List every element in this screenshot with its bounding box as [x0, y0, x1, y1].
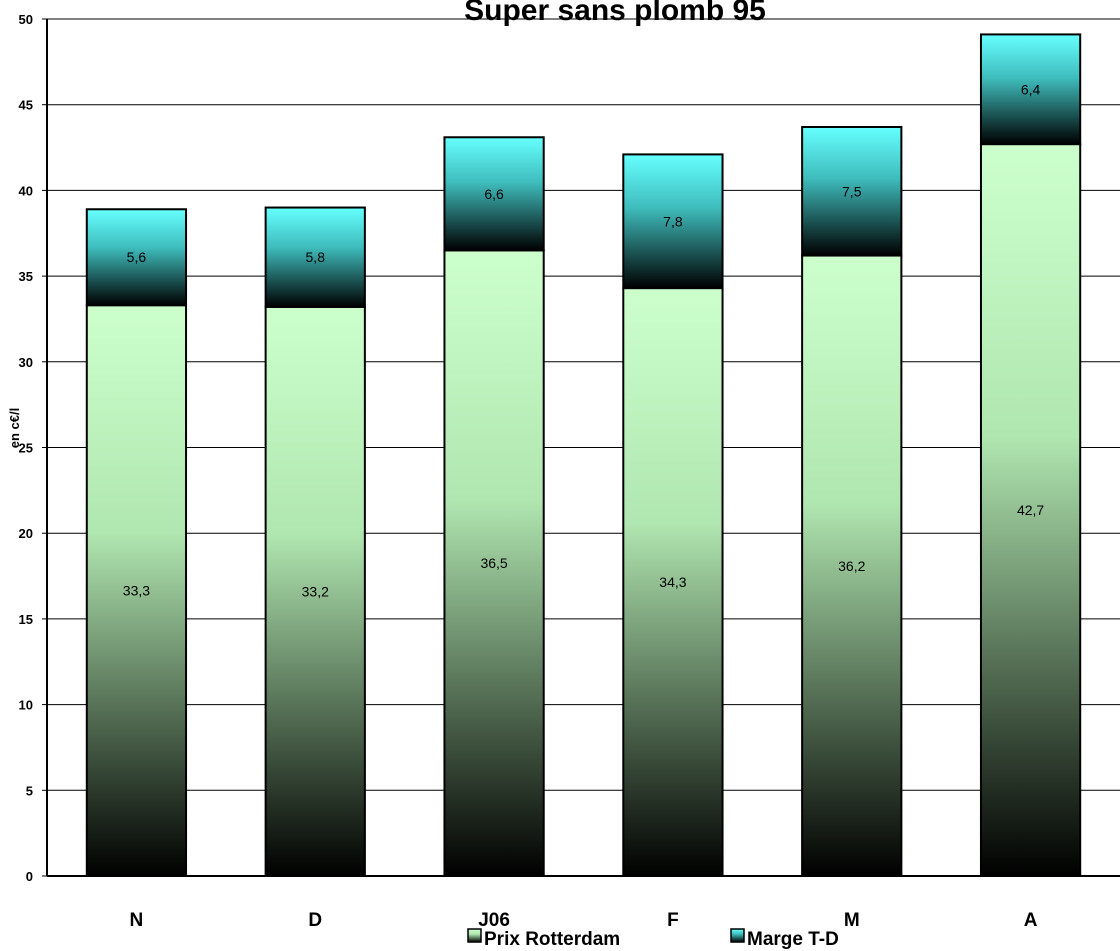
y-tick-label: 35 — [19, 269, 33, 284]
bar-marge-t-d-m — [801, 125, 903, 257]
data-label: 5,8 — [306, 249, 326, 265]
y-tick-label: 25 — [19, 441, 33, 456]
data-label: 7,5 — [842, 183, 862, 199]
data-label: 33,2 — [302, 583, 329, 599]
y-tick-label: 5 — [26, 783, 33, 798]
x-tick-label: J06 — [478, 910, 510, 931]
bar-marge-t-d-f — [622, 153, 724, 290]
data-label: 33,3 — [123, 583, 150, 599]
legend-swatch — [467, 928, 482, 943]
bar-marge-t-d-a — [979, 33, 1082, 146]
y-tick-label: 45 — [19, 98, 33, 113]
data-label: 36,2 — [838, 558, 865, 574]
data-label: 6,4 — [1021, 81, 1041, 97]
y-tick-label: 20 — [19, 526, 33, 541]
bar-prix-rotterdam-j06 — [443, 249, 545, 877]
y-tick-label: 0 — [26, 869, 33, 884]
legend-label: Marge T-D — [747, 929, 839, 950]
legend: Prix Rotterdam Marge T-D — [467, 928, 839, 950]
x-tick-label: N — [130, 910, 144, 931]
x-tick-label: D — [308, 910, 322, 931]
data-label: 42,7 — [1017, 502, 1044, 518]
bar-marge-t-d-j06 — [443, 136, 545, 252]
x-tick-label: M — [844, 910, 860, 931]
x-tick-label: F — [667, 910, 679, 931]
data-labels: 33,3 5,6 33,2 5,8 36,5 6,6 34,3 7,8 36,2 7,5 42,7 6… — [123, 81, 1045, 599]
axes: 0 5 10 15 20 25 30 35 40 45 50 N D J06 F M A — [19, 12, 1120, 931]
y-tick-label: 15 — [19, 612, 33, 627]
bar-marge-t-d-d — [264, 206, 366, 308]
y-tick-label: 30 — [19, 355, 33, 370]
chart-title: Super sans plomb 95 — [464, 0, 766, 27]
legend-label: Prix Rotterdam — [484, 929, 620, 950]
legend-swatch — [730, 928, 745, 943]
y-tick-label: 10 — [19, 698, 33, 713]
bar-prix-rotterdam-a — [979, 143, 1082, 877]
bars — [85, 33, 1082, 878]
y-axis-label: en c€/l — [7, 408, 22, 448]
data-label: 6,6 — [484, 186, 504, 202]
data-label: 34,3 — [659, 574, 686, 590]
y-tick-label: 50 — [19, 12, 33, 27]
data-label: 7,8 — [663, 213, 683, 229]
grid-lines — [47, 18, 1120, 791]
bar-prix-rotterdam-f — [622, 287, 724, 877]
y-tick-label: 40 — [19, 183, 33, 198]
bar-prix-rotterdam-m — [801, 254, 903, 878]
data-label: 36,5 — [480, 555, 507, 571]
bar-marge-t-d-n — [85, 208, 188, 307]
x-tick-label: A — [1024, 910, 1038, 931]
data-label: 5,6 — [127, 249, 147, 265]
